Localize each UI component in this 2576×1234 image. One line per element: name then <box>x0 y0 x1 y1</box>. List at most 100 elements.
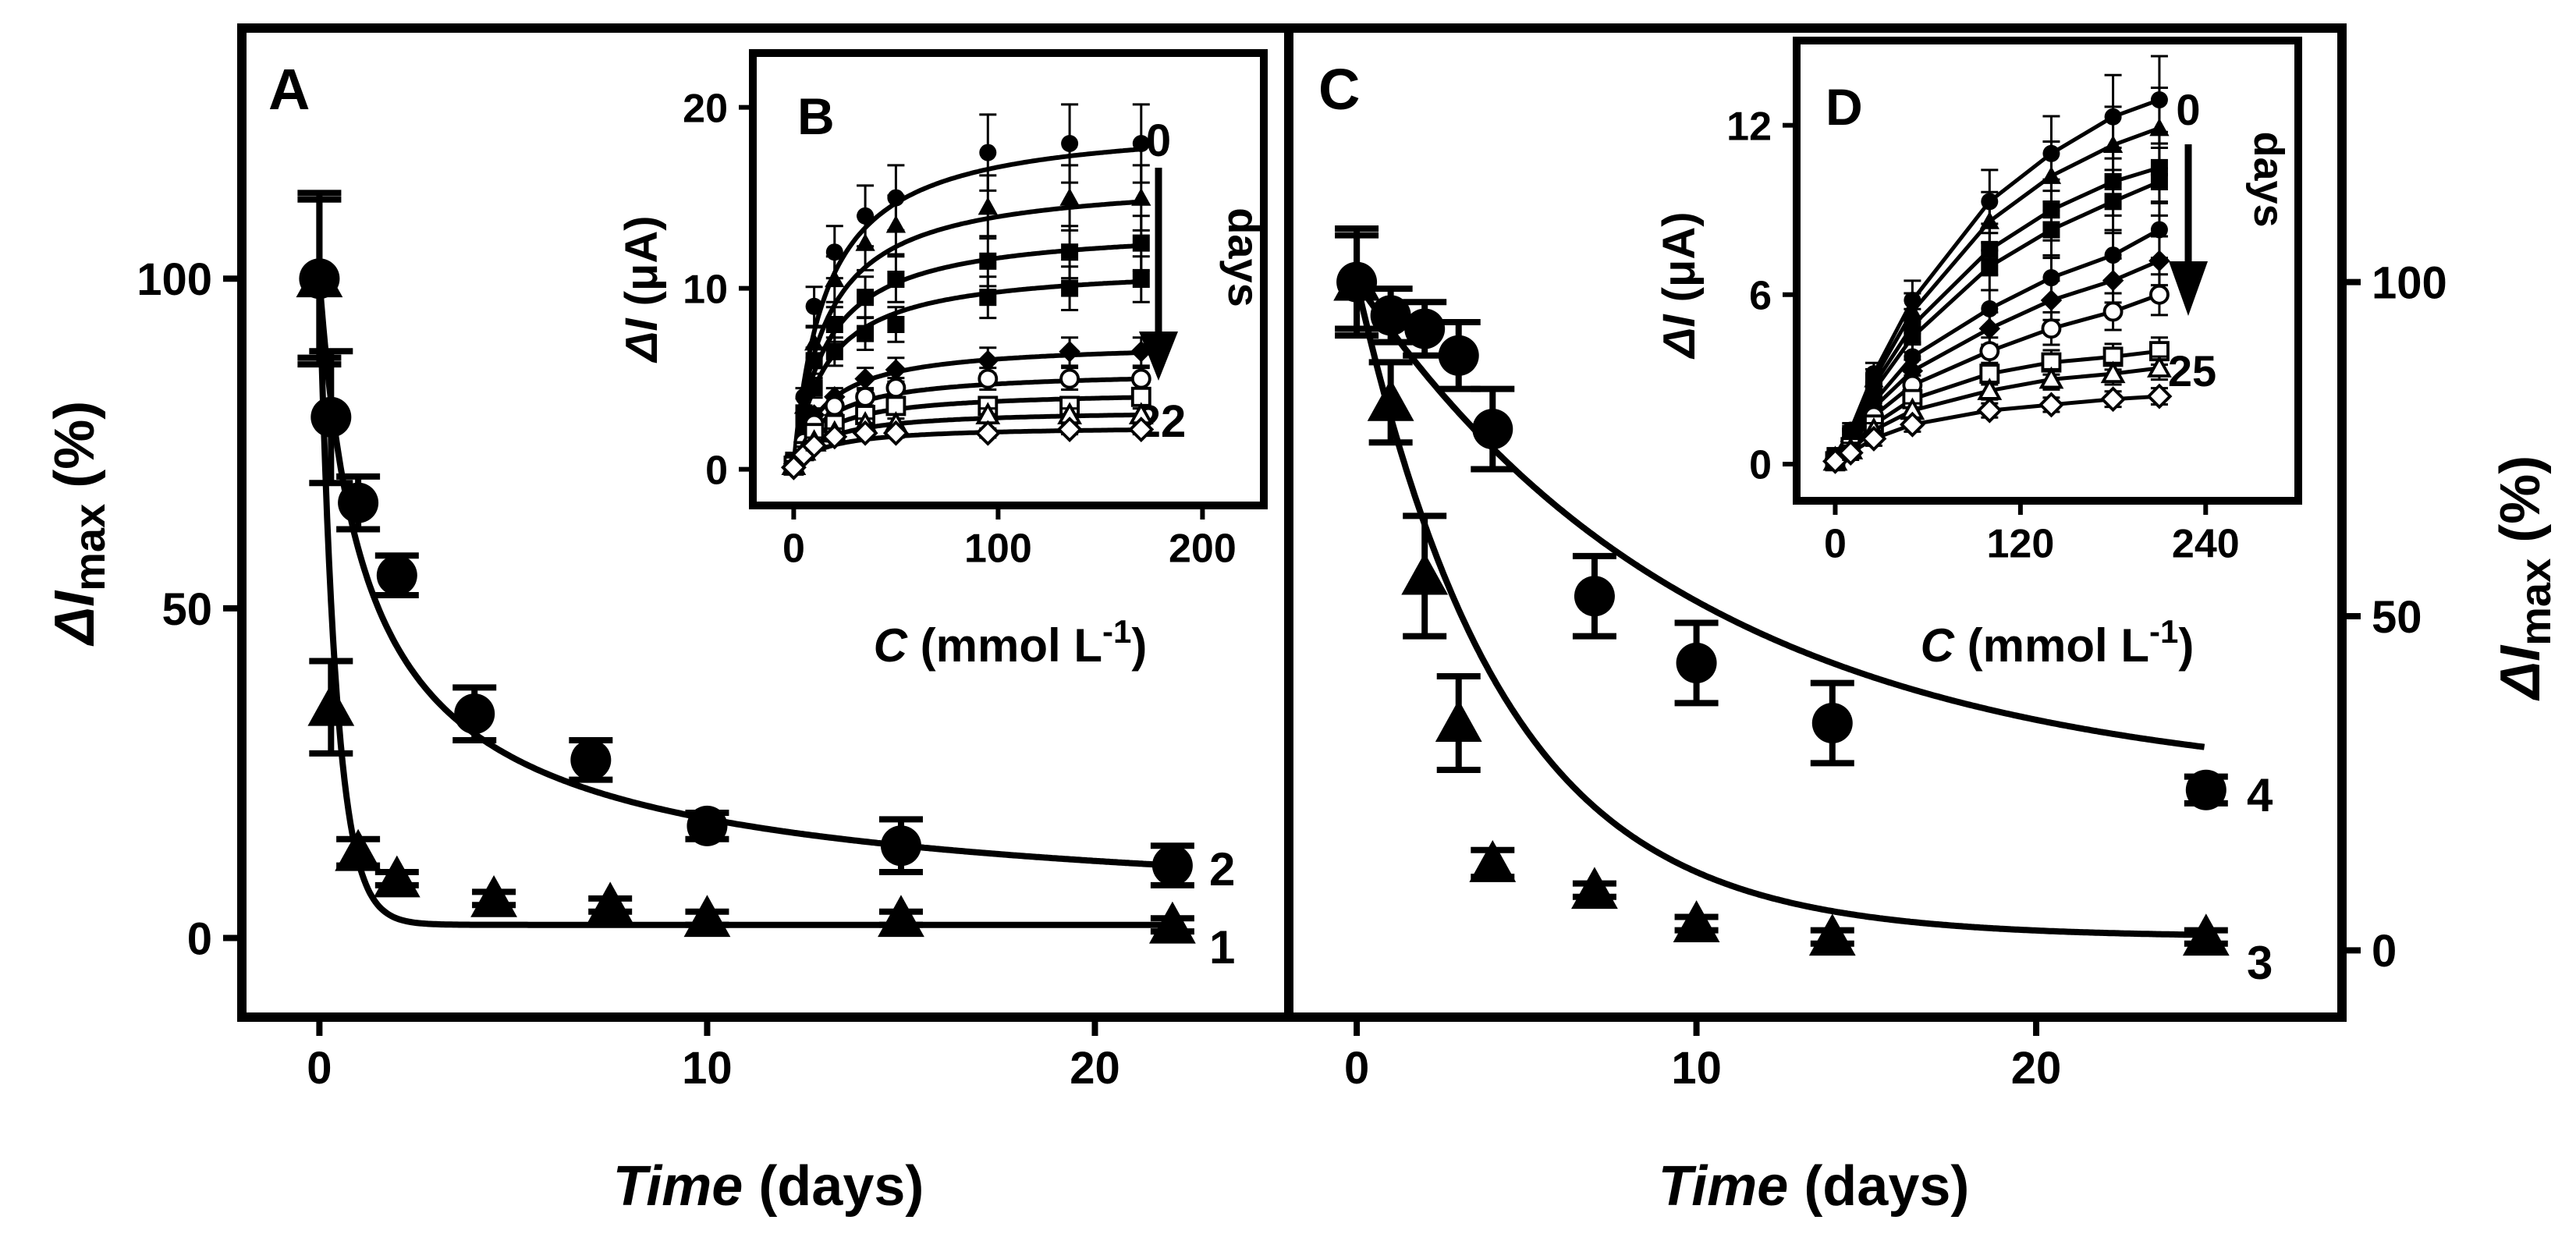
panel-b-point <box>978 197 998 215</box>
panel-b-xtick-label: 100 <box>964 527 1032 572</box>
panel-a-ytick-label: 50 <box>161 584 212 635</box>
panel-a-ylabel-sub: max <box>65 504 114 591</box>
panel-d-arrow-head <box>2169 261 2208 316</box>
panel-b-xtick-label: 200 <box>1169 527 1237 572</box>
panel-b-arrow-top: 0 <box>1146 115 1171 166</box>
panel-a-xtick-label: 10 <box>682 1043 733 1094</box>
panel-b-point <box>857 289 875 307</box>
panel-a-ylabel-rest: (%) <box>44 401 106 504</box>
panel-d-point <box>1899 411 1925 438</box>
panel-b-point <box>805 352 823 370</box>
panel-a-ytick-label: 100 <box>137 254 212 305</box>
panel-a-point <box>1148 901 1196 944</box>
panel-a-point <box>376 555 417 596</box>
panel-d-arrow-word: days <box>2245 131 2292 227</box>
panel-c-xtick-label: 0 <box>1344 1043 1369 1094</box>
panel-a-ylabel: ΔImax (%) <box>44 401 114 647</box>
panel-d-point <box>1822 448 1848 474</box>
panel-b-letter: B <box>797 87 835 145</box>
panel-b-point <box>1130 368 1151 389</box>
panel-b-fit-line <box>791 243 1146 466</box>
panel-d-ylabel-rest: (μA) <box>1654 211 1705 314</box>
panel-a-point <box>335 828 382 871</box>
panel-b-point <box>979 144 997 161</box>
panel-b-xlabel-c: C <box>874 619 909 672</box>
panel-c-letter: C <box>1318 57 1360 122</box>
panel-a-curve-label-1: 1 <box>1209 921 1235 973</box>
panel-d-point <box>2042 269 2060 287</box>
panel-b-point <box>805 297 823 315</box>
panel-b-point <box>1059 368 1080 389</box>
panel-d-point <box>1837 439 1864 466</box>
panel-b-point <box>882 420 909 446</box>
panel-b-point <box>885 378 907 399</box>
panel-c-xlabel-time: Time <box>1659 1155 1789 1218</box>
panel-d-point <box>1904 348 1921 366</box>
panel-d-point <box>2150 172 2168 190</box>
panel-d-point <box>1904 328 1921 346</box>
panel-b-point <box>855 386 876 407</box>
panel-d-ytick-label: 6 <box>1749 273 1772 318</box>
panel-b-xlabel: C (mmol L-1) <box>874 613 1148 672</box>
panel-c-ylabel-delta: Δ <box>2489 661 2552 701</box>
panel-b-point <box>852 420 878 446</box>
panel-c-point <box>1469 840 1517 882</box>
panel-c-ytick-label: 50 <box>2372 592 2422 643</box>
panel-d-arrow-bottom: 25 <box>2168 346 2216 395</box>
panel-d-xtick-label: 120 <box>1986 522 2054 567</box>
panel-b-point <box>804 332 825 351</box>
panel-a-point <box>878 895 924 938</box>
panel-d-point <box>2149 284 2170 305</box>
panel-c-ylabel-i: I <box>2489 644 2552 661</box>
panel-d-point <box>2100 360 2126 384</box>
panel-c-point <box>1811 703 1853 744</box>
panel-c-ylabel-rest: (%) <box>2489 456 2552 558</box>
panel-c-xtick-label: 10 <box>1671 1043 1722 1094</box>
panel-b-point <box>1059 341 1080 363</box>
panel-c-point <box>1367 378 1414 421</box>
panel-d-point <box>2040 289 2063 311</box>
panel-a-series-2 <box>297 196 1194 888</box>
panel-a-point <box>310 396 352 438</box>
panel-c-point <box>1571 867 1618 910</box>
panel-b-point <box>978 368 999 389</box>
panel-b-point <box>885 359 907 381</box>
panel-a-letter: A <box>268 57 310 122</box>
panel-a-ytick-label: 0 <box>187 913 212 964</box>
panel-d-point <box>2100 386 2127 413</box>
panel-a-point <box>570 739 612 781</box>
panel-c-point <box>1333 258 1380 301</box>
panel-b-point <box>887 271 905 288</box>
panel-d-point <box>2146 383 2173 410</box>
panel-d-plot <box>1822 55 2173 474</box>
panel-a-ylabel-i: I <box>44 590 106 607</box>
panel-c-ytick-label: 100 <box>2372 257 2447 308</box>
panel-d-xtick-label: 240 <box>2172 522 2240 567</box>
panel-a-point <box>296 255 343 298</box>
panel-b-point <box>857 324 875 342</box>
panel-b-point <box>1132 135 1150 152</box>
panel-b-point <box>825 269 845 288</box>
panel-d-point <box>2042 221 2060 239</box>
panel-d-point <box>2150 221 2168 239</box>
panel-b-xlabel-rest: (mmol L <box>907 619 1102 672</box>
panel-c-point <box>1808 913 1856 956</box>
panel-b-point <box>854 367 876 390</box>
panel-d-xlabel-close: ) <box>2178 619 2194 672</box>
panel-b-point <box>979 252 997 270</box>
panel-a-fit-line-1 <box>316 278 1171 928</box>
panel-c-point <box>1404 308 1446 349</box>
panel-d-point <box>2148 250 2170 272</box>
panel-b-arrow-head <box>1139 332 1178 381</box>
panel-c-series-3 <box>1333 232 2230 956</box>
panel-b-xlabel-close: ) <box>1131 619 1147 672</box>
panel-a-point <box>880 825 921 867</box>
panel-c-plot <box>1333 225 2230 956</box>
panel-d-point <box>2104 193 2122 211</box>
panel-c-point <box>2185 769 2227 810</box>
panel-b-ylabel-rest: (μA) <box>616 215 667 318</box>
panel-d-point <box>2102 269 2124 292</box>
panel-b-arrow-word: days <box>1219 207 1268 307</box>
